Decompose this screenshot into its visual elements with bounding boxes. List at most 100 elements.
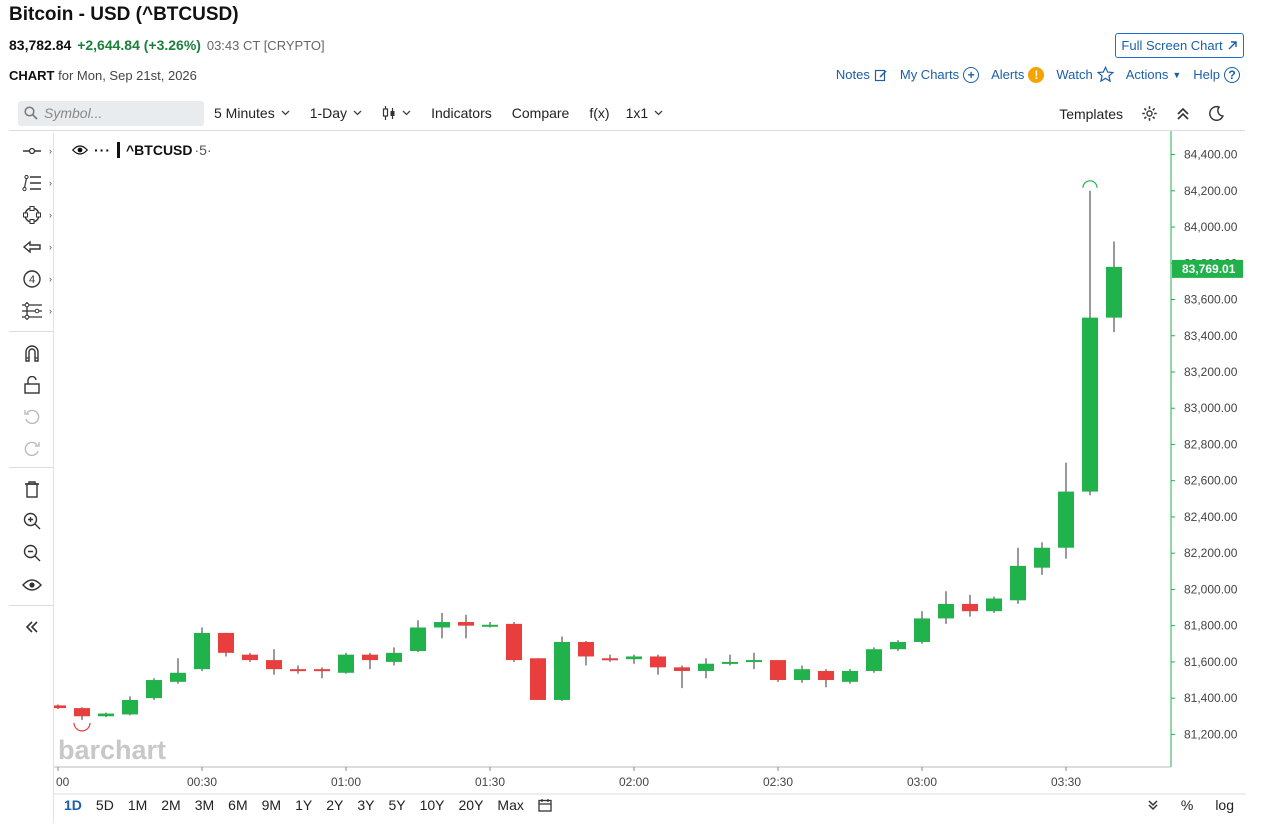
percent-toggle[interactable]: % [1180, 797, 1194, 813]
candle-down [290, 669, 306, 672]
range-3m[interactable]: 3M [194, 797, 215, 813]
candle-up [1106, 266, 1122, 318]
alerts-link[interactable]: Alerts ! [991, 66, 1045, 83]
candle-up [914, 618, 930, 642]
chart-toolbar: Symbol... 5 Minutes 1-Day Indicators Com… [9, 96, 1245, 131]
range-2y[interactable]: 2Y [326, 797, 344, 813]
visibility-tool[interactable] [9, 571, 54, 599]
zoom-out-tool[interactable] [9, 539, 54, 567]
candle-up [482, 624, 498, 627]
redo-tool[interactable] [9, 435, 54, 463]
log-toggle[interactable]: log [1215, 797, 1234, 813]
candle-down [50, 705, 66, 709]
x-tick-label: 01:00 [331, 775, 361, 789]
undo-tool[interactable] [9, 403, 54, 431]
series-color-bar [117, 142, 120, 158]
arrow-tool[interactable]: › [9, 233, 54, 261]
chart-type-select[interactable] [382, 105, 411, 121]
delete-tool[interactable] [9, 475, 54, 503]
measure-tool[interactable]: › [9, 297, 54, 325]
candle-down [674, 667, 690, 671]
range-1y[interactable]: 1Y [295, 797, 313, 813]
lock-tool[interactable] [9, 371, 54, 399]
price-chart[interactable]: barchart 81,200.00 81,400.00 81,600.00 81,80… [50, 131, 1246, 821]
range-10y[interactable]: 10Y [419, 797, 445, 813]
magnet-icon [24, 345, 39, 362]
symbol-search-input[interactable]: Symbol... [18, 100, 204, 126]
templates-button[interactable]: Templates [1059, 105, 1123, 122]
candle-up [1082, 317, 1098, 492]
fx-button[interactable]: f(x) [589, 105, 609, 121]
range-5d[interactable]: 5D [95, 797, 114, 813]
candle-down [74, 708, 90, 717]
x-tick-label: 01:30 [475, 775, 505, 789]
candle-up [1010, 565, 1026, 601]
eye-icon[interactable] [72, 144, 88, 156]
arrow-left-icon [22, 240, 41, 254]
drawing-toolbar: › › › › 4 › › [9, 133, 54, 823]
compare-button[interactable]: Compare [512, 105, 570, 121]
chevron-right-icon: › [49, 306, 52, 316]
more-icon[interactable]: ··· [94, 142, 111, 158]
actions-menu[interactable]: Actions ▼ [1126, 67, 1182, 82]
watch-link[interactable]: Watch [1056, 66, 1114, 83]
help-link[interactable]: Help ? [1193, 66, 1240, 83]
range-1d[interactable]: 1D [64, 797, 82, 813]
candle-up [890, 641, 906, 650]
gear-icon[interactable] [1141, 105, 1158, 122]
notes-link[interactable]: Notes [836, 67, 888, 82]
candle-up [626, 656, 642, 660]
moon-icon[interactable] [1208, 105, 1225, 122]
candle-up [986, 598, 1002, 612]
measure-icon [21, 302, 42, 320]
range-3y[interactable]: 3Y [357, 797, 375, 813]
trash-icon [24, 481, 39, 498]
range-max[interactable]: Max [497, 797, 524, 813]
interval-select[interactable]: 5 Minutes [214, 105, 290, 121]
range-9m[interactable]: 9M [261, 797, 282, 813]
zoom-in-icon [23, 512, 40, 530]
candle-down [962, 603, 978, 612]
fib-icon [21, 174, 41, 192]
candle-down [314, 669, 330, 672]
candle-up [1034, 547, 1050, 568]
full-screen-chart-button[interactable]: Full Screen Chart [1115, 33, 1244, 58]
fib-tool[interactable]: › [9, 169, 54, 197]
barchart-watermark: barchart [58, 735, 166, 765]
indicators-button[interactable]: Indicators [431, 105, 492, 121]
line-tool[interactable]: › [9, 137, 54, 165]
magnet-tool[interactable] [9, 339, 54, 367]
zoom-in-tool[interactable] [9, 507, 54, 535]
range-20y[interactable]: 20Y [458, 797, 484, 813]
chart-canvas[interactable]: barchart 81,200.00 81,400.00 81,600.00 81,80… [50, 131, 1246, 821]
range-select[interactable]: 1-Day [310, 105, 362, 121]
shape-tool[interactable]: › [9, 201, 54, 229]
range-2m[interactable]: 2M [161, 797, 181, 813]
chevron-right-icon: › [49, 274, 52, 284]
chart-date: for Mon, Sep 21st, 2026 [58, 68, 197, 83]
range-6m[interactable]: 6M [228, 797, 248, 813]
candle-down [242, 654, 258, 661]
alerts-label: Alerts [991, 67, 1025, 82]
range-selector: 1D 5D 1M 2M 3M 6M 9M 1Y 2Y 3Y 5Y 10Y 20Y Max [64, 797, 552, 813]
symbol-legend[interactable]: ··· ^BTCUSD ·5· [72, 142, 212, 158]
last-price: 83,782.84 [9, 37, 72, 53]
double-chevron-down-icon[interactable] [1147, 799, 1159, 811]
layout-select[interactable]: 1x1 [626, 105, 664, 121]
y-tick-label: 81,600.00 [1184, 655, 1238, 669]
candle-down [530, 658, 546, 700]
collapse-up-icon[interactable] [1176, 107, 1190, 121]
range-1m[interactable]: 1M [127, 797, 148, 813]
calendar-icon[interactable] [538, 798, 552, 812]
my-charts-link[interactable]: My Charts + [900, 66, 980, 83]
number-tool[interactable]: 4 › [9, 265, 54, 293]
candle-up [554, 641, 570, 700]
layout-label: 1x1 [625, 105, 649, 121]
candle-up [338, 654, 354, 673]
search-placeholder: Symbol... [44, 105, 103, 121]
range-5y[interactable]: 5Y [388, 797, 406, 813]
y-tick-label: 81,200.00 [1184, 727, 1238, 741]
y-tick-label: 84,000.00 [1184, 220, 1238, 234]
candlestick-icon [382, 106, 395, 120]
collapse-tools[interactable] [9, 613, 54, 641]
